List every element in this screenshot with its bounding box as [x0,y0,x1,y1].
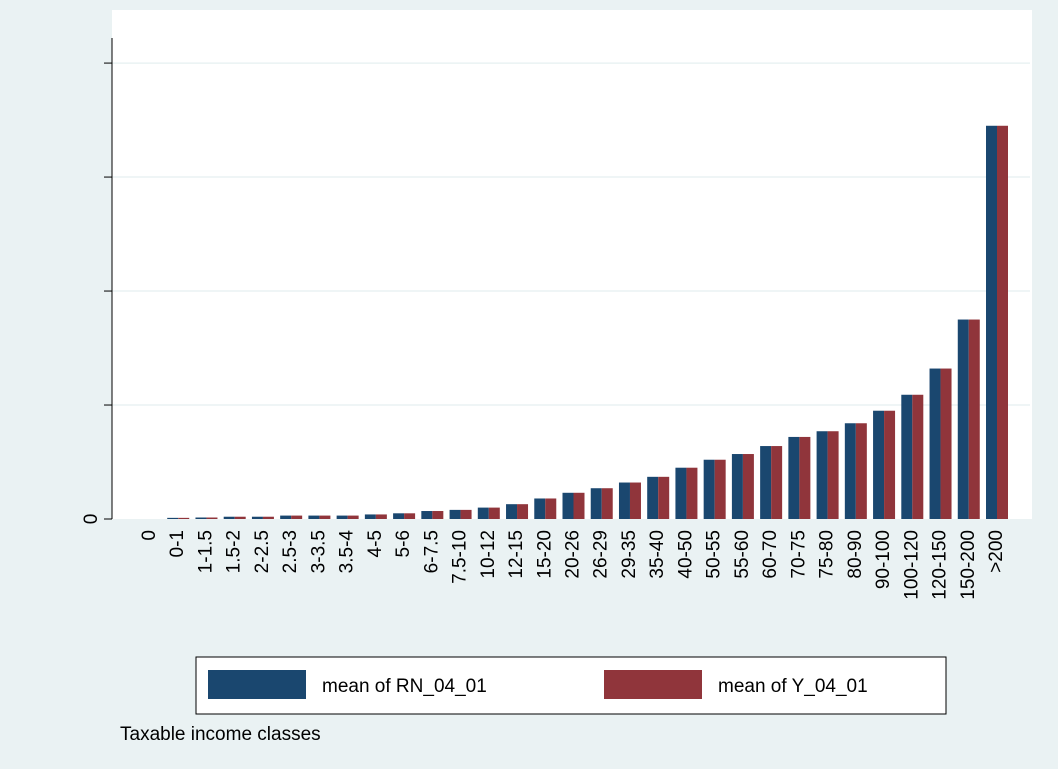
bar [460,509,472,519]
bar [629,482,641,519]
x-tick-label: 20-26 [563,530,584,579]
bar [375,514,387,519]
bar [703,459,715,519]
bar [940,368,952,519]
bar [488,507,500,519]
bar [336,515,348,519]
bar [364,514,376,519]
x-tick-label: 26-29 [591,530,612,579]
bar [562,492,574,519]
bar [844,423,856,519]
bar [997,125,1008,519]
x-tick-label: 15-20 [534,530,555,579]
bar [986,125,997,519]
y-tick-label: 0 [81,514,102,525]
bar [573,492,585,519]
x-tick-label: 120-150 [930,530,951,600]
bar [347,515,359,519]
x-tick-label: 6-7.5 [421,530,442,573]
bar [957,319,969,519]
legend-swatch [208,670,306,699]
bar [477,507,489,519]
bar [618,482,630,519]
x-tick-label: 80-90 [845,530,866,579]
x-tick-label: 100-120 [901,530,922,600]
bar [901,394,913,519]
bar [686,467,698,519]
x-tick-label: 40-50 [675,530,696,579]
bar [432,511,444,519]
bar [421,511,433,519]
bar [506,504,518,519]
bar [319,515,331,519]
x-tick-label: 3.5-4 [337,530,358,574]
x-tick-label: 12-15 [506,530,527,579]
bar [601,488,613,519]
x-tick-label: 55-60 [732,530,753,579]
x-tick-label: 150-200 [958,530,979,600]
x-tick-label: >200 [986,530,1007,573]
bar [195,517,207,519]
bar [206,517,218,519]
x-tick-label: 7.5-10 [450,530,471,584]
bar [742,454,754,519]
x-tick-label: 29-35 [619,530,640,579]
bar [884,410,896,519]
x-tick-label: 60-70 [760,530,781,579]
bar [714,459,726,519]
x-tick-label: 1-1.5 [195,530,216,573]
x-tick-label: 5-6 [393,530,414,557]
bar [658,476,670,519]
bar [647,476,659,519]
legend-swatch [604,670,702,699]
x-tick-label: 3-3.5 [308,530,329,573]
bar [178,517,190,519]
bar [731,454,743,519]
x-tick-label: 1.5-2 [224,530,245,573]
x-tick-label: 35-40 [647,530,668,579]
note: Taxable income classes [120,724,321,745]
bar [404,513,416,519]
x-tick-label: 0 [139,530,160,541]
bar [223,516,235,519]
legend-label: mean of RN_04_01 [322,676,487,697]
bar [816,431,828,519]
x-tick-label: 75-80 [817,530,838,579]
bar [799,436,811,519]
x-tick-label: 4-5 [365,530,386,557]
x-tick-label: 0-1 [167,530,188,557]
x-tick-label: 70-75 [788,530,809,579]
x-tick-label: 2.5-3 [280,530,301,573]
bar [534,498,546,519]
bar [590,488,602,519]
x-tick-label: 10-12 [478,530,499,579]
bar [827,431,839,519]
bar [280,515,292,519]
x-tick-label: 90-100 [873,530,894,589]
bar [929,368,941,519]
bar [675,467,687,519]
bar [760,446,772,519]
bar [545,498,557,519]
x-tick-label: 2-2.5 [252,530,273,573]
bar [855,423,867,519]
bar [873,410,885,519]
legend [195,656,947,715]
x-tick-label: 50-55 [704,530,725,579]
bar [291,515,303,519]
bar [968,319,980,519]
bar [517,504,529,519]
legend-label: mean of Y_04_01 [718,676,868,697]
bar [251,516,263,519]
bar [771,446,783,519]
bar [393,513,405,519]
bar [912,394,924,519]
bar [788,436,800,519]
bar [234,516,246,519]
bar [262,516,274,519]
bar [167,517,179,519]
bar [449,509,461,519]
bar [308,515,320,519]
